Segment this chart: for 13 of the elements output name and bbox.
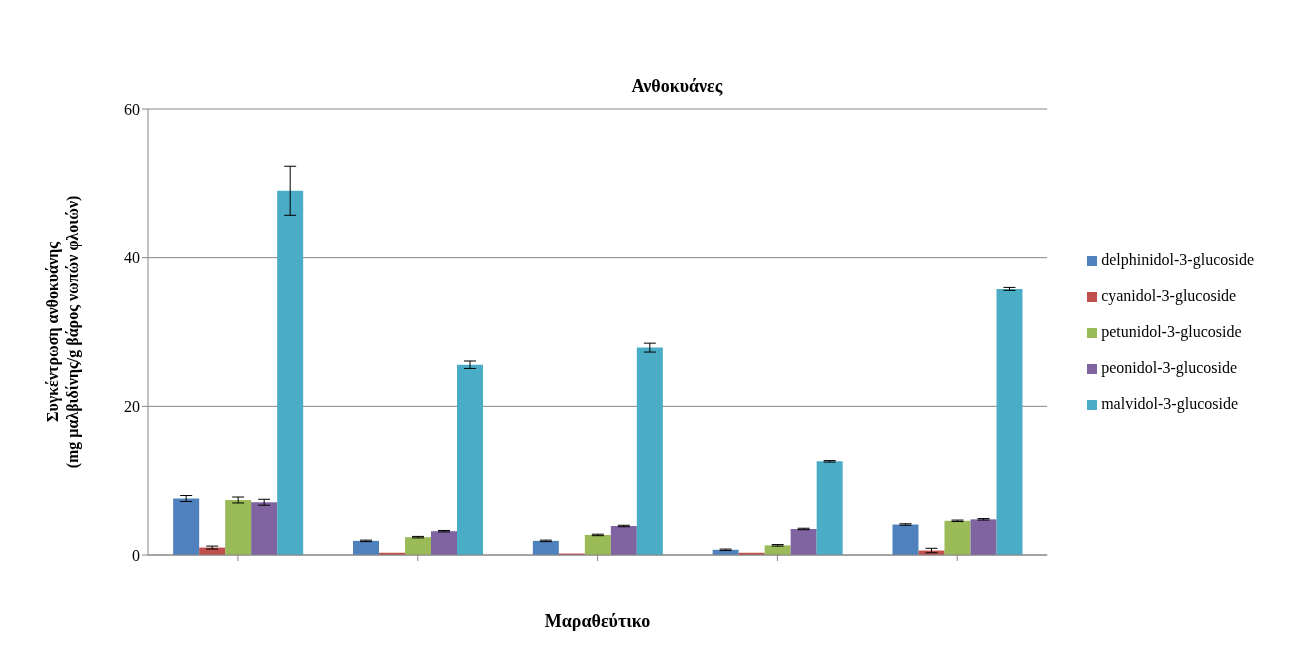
y-tick-label: 40	[124, 249, 140, 267]
y-tick-label: 0	[132, 546, 140, 564]
legend-label: cyanidol-3-glucoside	[1101, 286, 1237, 304]
legend-label: peonidol-3-glucoside	[1101, 358, 1238, 376]
y-tick-label: 20	[124, 398, 140, 416]
text: (mg μαλβιδίνης/g βάρος νωπών φλοιών)	[64, 195, 81, 469]
legend-label: delphinidol-3-glucoside	[1101, 250, 1254, 268]
chart-title: Ανθοκυάνες	[630, 76, 724, 97]
text: Συγκέντρωση ανθοκυάνης	[44, 241, 61, 423]
legend-label: malvidol-3-glucoside	[1101, 394, 1238, 412]
x-axis-title: Μαραθεύτικο	[544, 611, 651, 631]
y-tick-label: 60	[124, 100, 140, 118]
legend-label: petunidol-3-glucoside	[1101, 322, 1242, 340]
